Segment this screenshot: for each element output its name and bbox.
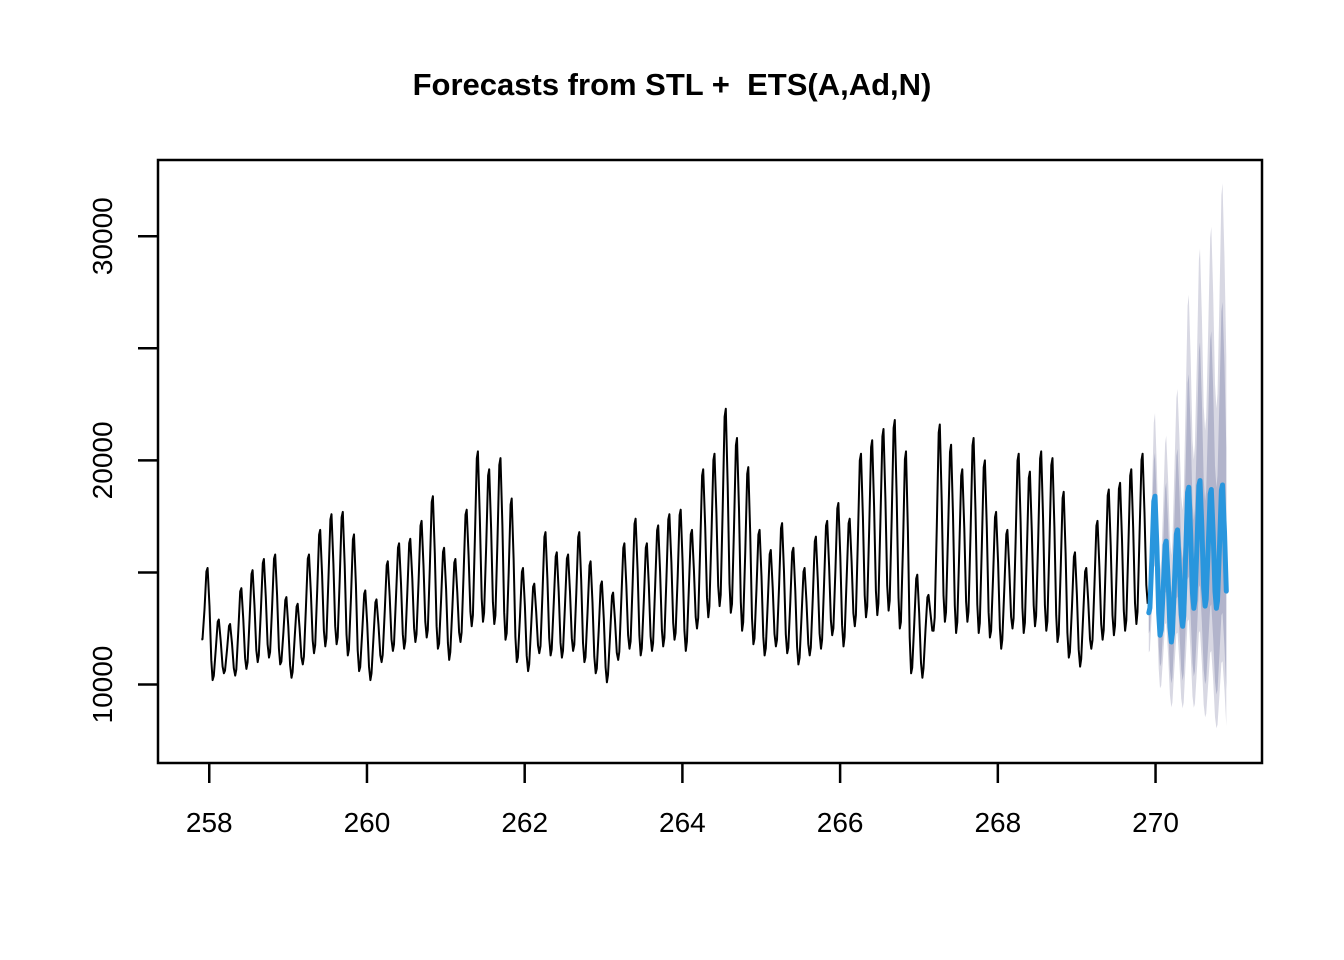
plot-border (156, 158, 1264, 765)
x-axis-tick-label: 262 (501, 807, 548, 838)
forecast-mean-line (1146, 478, 1229, 645)
x-axis-tick-label: 264 (659, 807, 706, 838)
prediction-intervals-layer (1148, 183, 1227, 729)
x-axis-tick-label: 260 (344, 807, 391, 838)
x-axis-tick-label: 270 (1132, 807, 1179, 838)
y-axis-tick-label: 10000 (87, 646, 118, 724)
x-axis-tick-label: 258 (186, 807, 233, 838)
axes-layer: 258 260 262 264 266 268 270 10000 20000 30000 (87, 158, 1264, 838)
x-axis-tick-label: 268 (974, 807, 1021, 838)
series-layer (200, 407, 1229, 684)
y-axis-tick-label: 30000 (87, 197, 118, 275)
x-axis-tick-label: 266 (817, 807, 864, 838)
observed-series-line (200, 407, 1149, 684)
y-axis-tick-label: 20000 (87, 421, 118, 499)
chart-title: Forecasts from STL + ETS(A,Ad,N) (413, 67, 932, 102)
